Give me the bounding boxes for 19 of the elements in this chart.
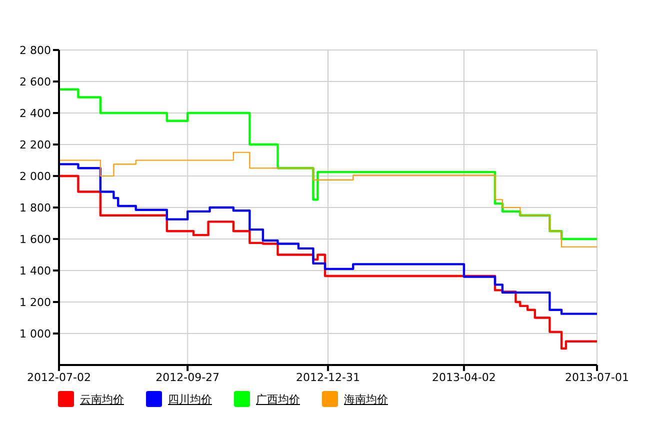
y-tick-label: 2 400 xyxy=(20,106,51,120)
y-tick-label: 2 600 xyxy=(20,75,51,88)
legend-label: 广西均价 xyxy=(256,392,300,406)
x-tick-label: 2012-07-02 xyxy=(27,370,91,384)
legend-label: 四川均价 xyxy=(168,392,212,406)
x-tick-label: 2013-04-02 xyxy=(432,370,496,384)
y-tick-label: 1 400 xyxy=(20,264,51,278)
y-tick-label: 1 000 xyxy=(20,327,51,340)
x-tick-label: 2012-09-27 xyxy=(156,370,220,384)
legend-label: 海南均价 xyxy=(344,392,388,406)
y-tick-label: 2 000 xyxy=(20,170,51,183)
x-tick-label: 2013-07-01 xyxy=(565,370,629,384)
legend-label: 云南均价 xyxy=(80,392,124,406)
y-tick-label: 2 800 xyxy=(20,44,51,57)
x-tick-label: 2012-12-31 xyxy=(296,370,360,384)
y-tick-label: 1 800 xyxy=(20,201,51,214)
y-tick-label: 1 600 xyxy=(20,232,51,246)
y-tick-label: 1 200 xyxy=(20,296,51,309)
y-tick-label: 2 200 xyxy=(20,138,51,152)
